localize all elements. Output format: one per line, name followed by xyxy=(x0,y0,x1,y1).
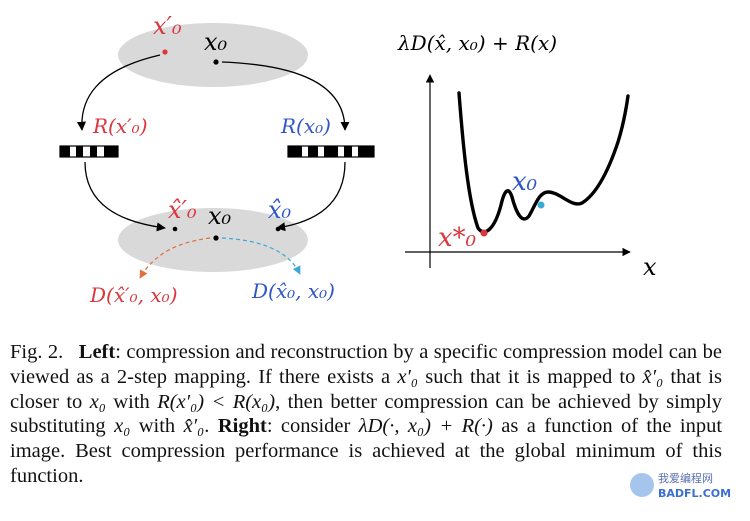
rate-label-left: R(x′₀) xyxy=(92,114,148,138)
input-space-ellipse xyxy=(118,23,308,87)
caption-text: with xyxy=(105,390,158,413)
caption-text: : compression and reconstruction by a sp… xyxy=(10,341,722,388)
caption-text: : consider xyxy=(266,415,359,438)
x0-curve-label: x₀ xyxy=(512,167,538,197)
caption-right-heading: Right xyxy=(217,415,267,438)
figure-caption: Fig. 2. Left: compression and reconstruc… xyxy=(10,340,722,489)
caption-symbol: R(x′₀) < R(x₀) xyxy=(157,390,276,413)
x0-point xyxy=(213,59,219,65)
watermark-logo-icon xyxy=(630,473,654,497)
decode-arrow-left xyxy=(84,161,166,232)
encode-arrow-right xyxy=(221,61,350,131)
caption-symbol: λD(·, x₀) + R(·) xyxy=(358,415,493,438)
caption-symbol: x′₀ xyxy=(397,365,419,388)
x0-curve-point xyxy=(537,201,545,209)
x0-prime-hat-label: x̂′₀ xyxy=(168,196,197,224)
x0-hat-point xyxy=(275,226,281,232)
bitstream-left xyxy=(59,145,119,158)
x0-ref-point xyxy=(213,235,219,241)
caption-text: , then better compression can be achieve… xyxy=(10,390,722,438)
x0-reconstruction-label: x₀ xyxy=(208,202,232,230)
global-minimum-point xyxy=(480,229,488,237)
x0-prime-point xyxy=(162,49,168,55)
x0-prime-label: x′₀ xyxy=(153,12,182,40)
plot-ylabel: λD(x̂, x₀) + R(x) xyxy=(397,31,557,55)
caption-left-heading: Left xyxy=(78,341,116,363)
distortion-arrow-left xyxy=(139,237,211,279)
right-plot: λD(x̂, x₀) + R(x) x x*₀ x₀ xyxy=(397,31,657,281)
caption-text: that is closer to xyxy=(10,365,722,413)
watermark-line1: 我爱编程网 xyxy=(658,471,713,485)
distortion-label-left: D(x̂′₀, x₀) xyxy=(89,283,178,307)
distortion-arrow-right xyxy=(221,237,301,275)
decode-arrow-right xyxy=(276,161,346,232)
x0-hat-label: x̂₀ xyxy=(268,196,292,224)
caption-text: such that it is mapped to xyxy=(418,365,643,388)
caption-symbol: x̂′₀ xyxy=(642,365,664,388)
watermark-line2: BADFL.COM xyxy=(658,487,731,500)
objective-curve xyxy=(457,91,630,234)
x0-star-label: x*₀ xyxy=(438,223,477,253)
figure-2: x′₀ x₀ R(x′₀) R(x₀) x̂′₀ x₀ x̂₀ xyxy=(59,12,657,307)
site-watermark: 我爱编程网 BADFL.COM xyxy=(630,471,731,500)
caption-text: as a function of the input image. Best c… xyxy=(10,415,723,487)
figure-label: Fig. 2. xyxy=(10,341,64,363)
x0-label: x₀ xyxy=(204,28,228,56)
bitstream-right xyxy=(287,145,375,158)
distortion-label-right: D(x̂₀, x₀) xyxy=(251,279,335,303)
plot-xlabel: x xyxy=(643,253,657,281)
encode-arrow-left xyxy=(76,54,161,131)
x0-prime-hat-point xyxy=(172,226,178,232)
rate-label-right: R(x₀) xyxy=(280,114,331,138)
caption-text: with xyxy=(130,415,184,438)
caption-text: . xyxy=(204,415,218,438)
caption-symbol: x₀ xyxy=(89,390,106,413)
left-diagram: x′₀ x₀ R(x′₀) R(x₀) x̂′₀ x₀ x̂₀ xyxy=(59,12,375,307)
caption-symbol: x₀ xyxy=(114,415,131,438)
caption-symbol: x̂′₀ xyxy=(183,415,205,438)
